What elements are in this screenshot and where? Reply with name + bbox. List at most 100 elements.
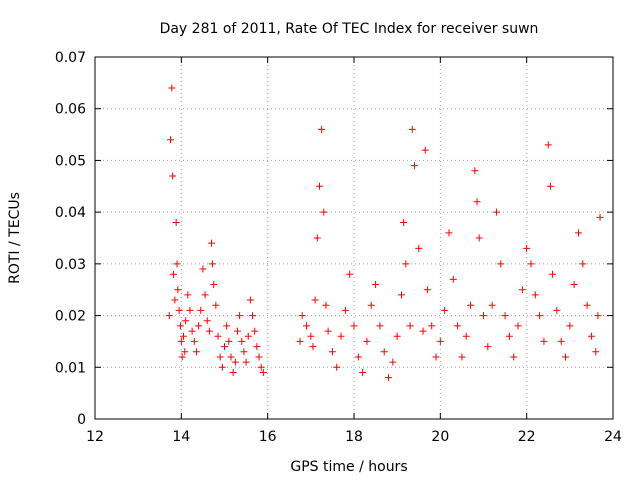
- data-point: [544, 141, 552, 149]
- data-point: [570, 281, 578, 289]
- data-point: [186, 306, 194, 314]
- data-point: [594, 312, 602, 320]
- data-point: [171, 296, 179, 304]
- data-point: [328, 348, 336, 356]
- y-axis-label: ROTI / TECUs: [7, 192, 23, 284]
- data-point: [557, 337, 565, 345]
- data-point: [225, 337, 233, 345]
- data-point: [298, 312, 306, 320]
- data-point: [214, 332, 222, 340]
- y-tick-label: 0: [77, 412, 86, 428]
- y-tick-label: 0.02: [55, 309, 86, 325]
- data-point: [415, 244, 423, 252]
- data-point: [549, 270, 557, 278]
- x-tick-label: 16: [259, 429, 277, 445]
- data-point: [475, 234, 483, 242]
- data-point: [203, 317, 211, 325]
- data-point: [350, 322, 358, 330]
- data-point: [231, 358, 239, 366]
- data-point: [527, 260, 535, 268]
- data-point: [408, 125, 416, 133]
- data-point: [423, 286, 431, 294]
- data-point: [236, 312, 244, 320]
- data-point: [246, 296, 254, 304]
- data-point: [397, 291, 405, 299]
- chart-title: Day 281 of 2011, Rate Of TEC Index for r…: [160, 21, 539, 37]
- data-point: [473, 198, 481, 206]
- data-point: [553, 306, 561, 314]
- data-point: [205, 327, 213, 335]
- data-point: [546, 182, 554, 190]
- data-point: [341, 306, 349, 314]
- data-point: [192, 348, 200, 356]
- data-point: [458, 353, 466, 361]
- data-point: [406, 322, 414, 330]
- x-tick-label: 24: [604, 429, 622, 445]
- x-tick-label: 18: [345, 429, 363, 445]
- data-point: [223, 322, 231, 330]
- data-point: [367, 301, 375, 309]
- data-point: [221, 343, 228, 351]
- data-point: [432, 353, 440, 361]
- x-tick-label: 20: [431, 429, 449, 445]
- y-tick-label: 0.05: [55, 153, 86, 169]
- data-point: [178, 353, 186, 361]
- data-point: [497, 260, 505, 268]
- data-point: [311, 296, 319, 304]
- data-point: [531, 291, 539, 299]
- data-point: [363, 337, 371, 345]
- data-point: [210, 281, 218, 289]
- data-point: [233, 327, 241, 335]
- data-point: [514, 322, 522, 330]
- data-point: [212, 301, 220, 309]
- data-point: [471, 167, 479, 175]
- data-point: [174, 286, 182, 294]
- data-point: [488, 301, 496, 309]
- data-point: [587, 332, 595, 340]
- data-point: [218, 363, 226, 371]
- y-tick-label: 0.04: [55, 205, 86, 221]
- data-point: [505, 332, 513, 340]
- data-point: [165, 312, 173, 320]
- data-point: [199, 265, 207, 273]
- data-point: [419, 327, 427, 335]
- data-point: [315, 182, 323, 190]
- data-point: [173, 260, 181, 268]
- data-point: [197, 306, 205, 314]
- data-point: [402, 260, 410, 268]
- data-point: [303, 322, 311, 330]
- data-point: [169, 172, 177, 180]
- data-point: [179, 332, 187, 340]
- data-point: [172, 218, 180, 226]
- data-point: [501, 312, 509, 320]
- data-point: [259, 368, 267, 376]
- data-point: [596, 213, 604, 221]
- data-point: [208, 260, 216, 268]
- data-points: [165, 84, 604, 382]
- data-point: [445, 229, 453, 237]
- data-point: [177, 337, 185, 345]
- data-point: [583, 301, 591, 309]
- data-point: [536, 312, 544, 320]
- data-point: [385, 374, 393, 382]
- data-point: [307, 332, 315, 340]
- data-point: [240, 348, 248, 356]
- data-point: [296, 337, 304, 345]
- data-point: [372, 281, 380, 289]
- data-point: [208, 239, 216, 247]
- data-point: [249, 312, 257, 320]
- data-point: [227, 353, 235, 361]
- data-point: [410, 162, 418, 170]
- data-point: [257, 363, 265, 371]
- data-point: [195, 322, 203, 330]
- data-point: [238, 337, 246, 345]
- data-point: [337, 332, 345, 340]
- data-point: [324, 327, 332, 335]
- y-tick-label: 0.01: [55, 360, 86, 376]
- x-axis-label: GPS time / hours: [290, 459, 407, 475]
- y-tick-label: 0.06: [55, 102, 86, 118]
- data-point: [579, 260, 587, 268]
- data-point: [253, 343, 261, 351]
- data-point: [359, 368, 367, 376]
